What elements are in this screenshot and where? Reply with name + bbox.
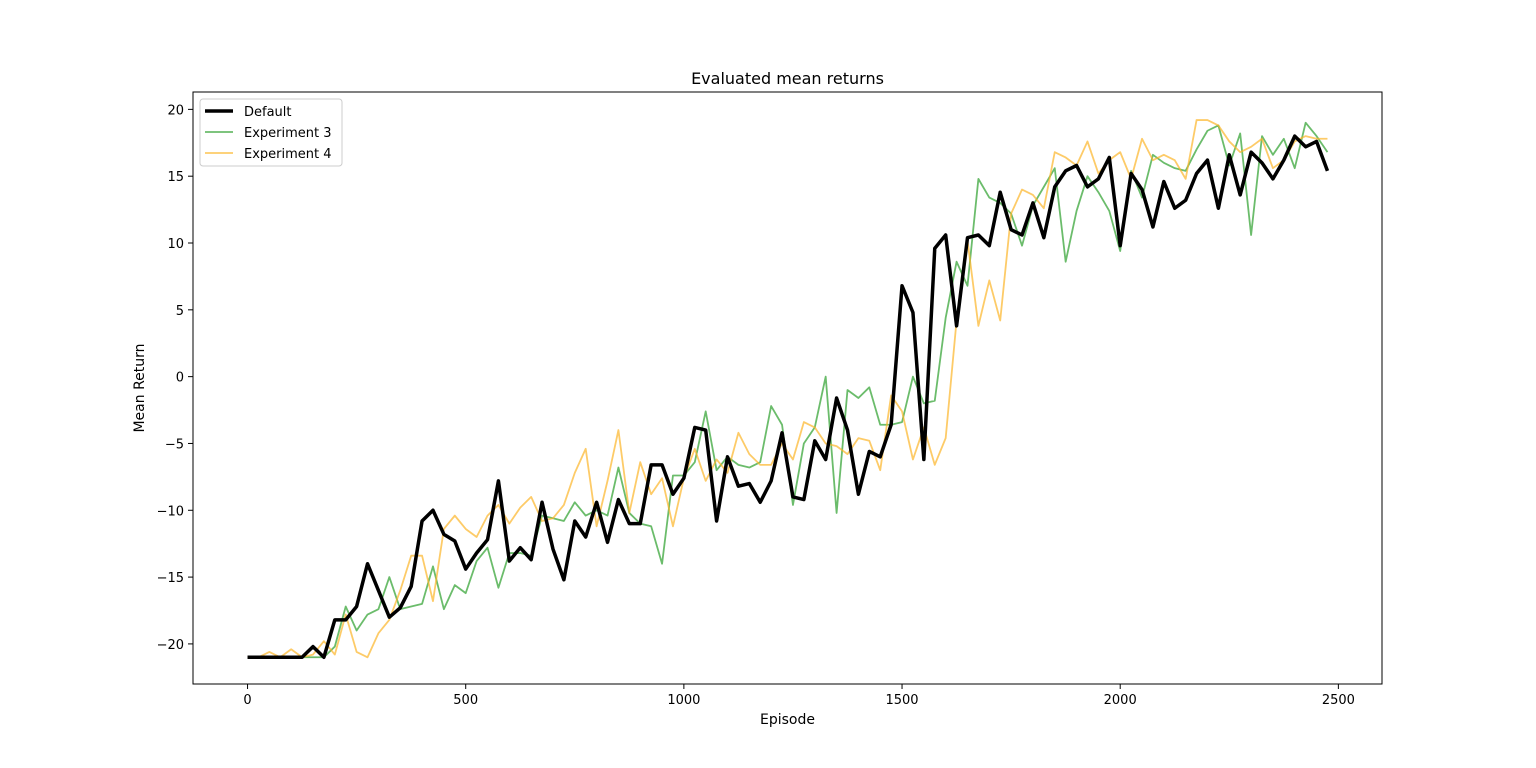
series-layer (247, 119, 1330, 660)
x-tick-label: 1500 (885, 693, 918, 708)
y-tick-label: −15 (157, 571, 184, 586)
chart-title: Evaluated mean returns (691, 69, 884, 88)
plot-frame (192, 91, 1383, 685)
y-axis: −20 −15 −10 −5 0 5 10 15 20 (157, 103, 193, 653)
x-tick-label: 0 (243, 693, 251, 708)
y-tick-label: 15 (167, 170, 184, 185)
y-tick-label: 20 (167, 103, 184, 118)
x-axis-label: Episode (760, 712, 815, 728)
x-tick-label: 1000 (667, 693, 700, 708)
y-tick-label: −5 (165, 437, 184, 452)
y-tick-label: −20 (157, 638, 184, 653)
y-tick-label: −10 (157, 504, 184, 519)
y-tick-label: 5 (176, 304, 184, 319)
legend-label: Experiment 4 (244, 147, 332, 162)
legend: Default Experiment 3 Experiment 4 (199, 98, 343, 167)
y-tick-label: 0 (176, 371, 184, 386)
x-tick-label: 500 (453, 693, 478, 708)
x-tick-label: 2000 (1104, 693, 1137, 708)
legend-label: Experiment 3 (244, 126, 332, 141)
legend-entry-default: Default (205, 105, 292, 120)
series-line-default (247, 134, 1330, 660)
y-axis-label: Mean Return (132, 343, 148, 432)
legend-box (199, 98, 343, 167)
legend-label: Default (244, 105, 292, 120)
legend-entry-experiment-3: Experiment 3 (205, 126, 332, 141)
series-line-experiment-4 (247, 119, 1328, 659)
x-axis: 0 500 1000 1500 2000 2500 (243, 684, 1355, 708)
x-tick-label: 2500 (1322, 693, 1355, 708)
y-tick-label: 10 (167, 237, 184, 252)
legend-entry-experiment-4: Experiment 4 (205, 147, 332, 162)
